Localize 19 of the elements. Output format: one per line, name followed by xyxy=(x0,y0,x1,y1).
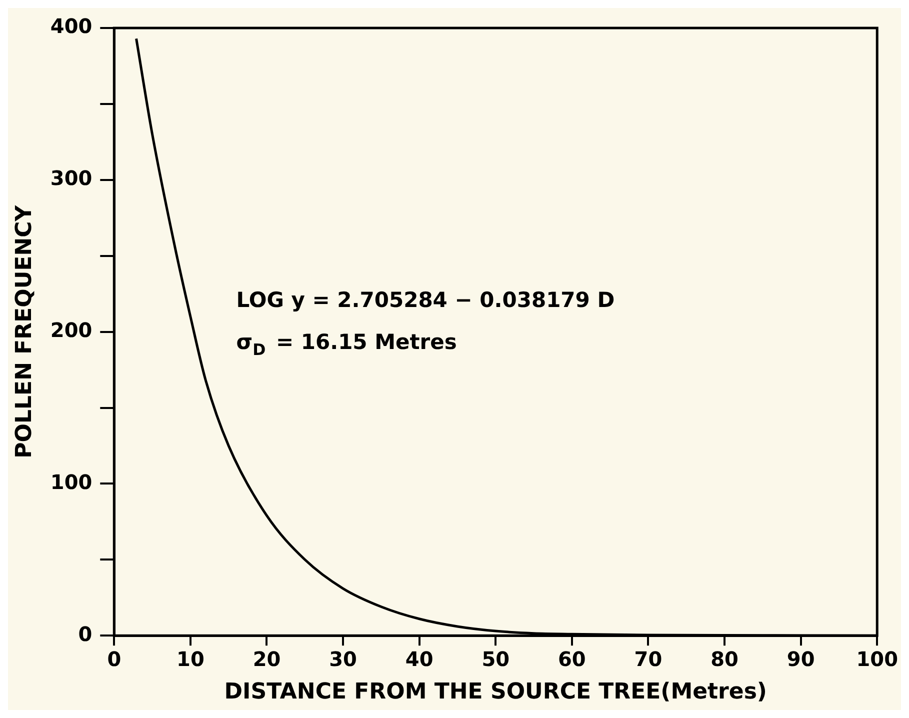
x-tick-label: 60 xyxy=(558,646,586,671)
annotation: LOG y = 2.705284 − 0.038179 D xyxy=(236,288,615,312)
y-axis-title: POLLEN FREQUENCY xyxy=(12,204,37,458)
y-tick-label: 400 xyxy=(50,14,92,38)
x-tick-label: 70 xyxy=(634,646,662,671)
x-axis-title: DISTANCE FROM THE SOURCE TREE(Metres) xyxy=(224,680,767,705)
x-tick-label: 30 xyxy=(329,646,357,671)
y-tick-label: 100 xyxy=(50,470,92,494)
x-tick-label: 20 xyxy=(252,646,281,671)
y-tick-label: 200 xyxy=(50,318,92,342)
y-tick-label: 0 xyxy=(78,622,92,646)
x-tick-label: 90 xyxy=(786,646,815,671)
x-tick-label: 50 xyxy=(482,646,510,671)
x-tick-label: 80 xyxy=(710,646,738,671)
x-tick-label: 10 xyxy=(176,646,204,671)
x-tick-label: 100 xyxy=(856,646,898,671)
y-tick-label: 300 xyxy=(50,166,92,190)
x-tick-label: 40 xyxy=(405,646,434,671)
x-tick-label: 0 xyxy=(107,646,122,671)
